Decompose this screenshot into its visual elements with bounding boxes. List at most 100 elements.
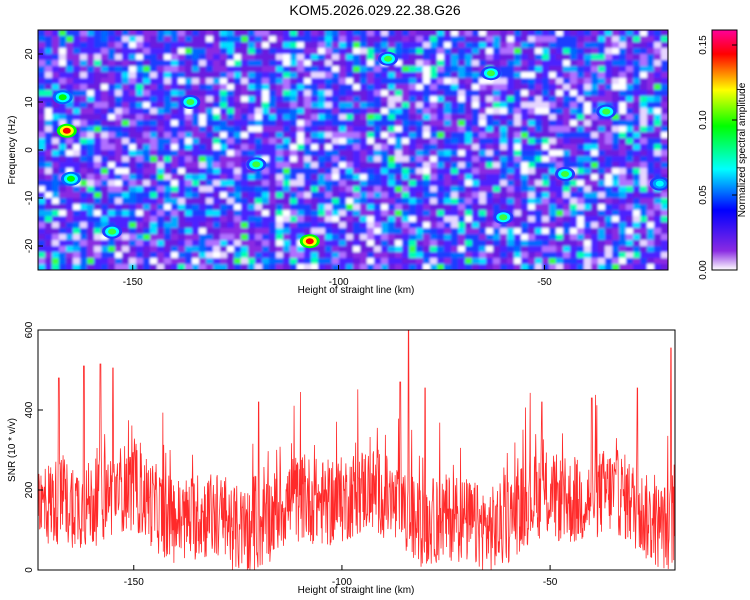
heatmap-cell bbox=[409, 252, 417, 259]
heatmap-cell bbox=[619, 246, 627, 253]
heatmap-cell bbox=[570, 138, 578, 145]
heatmap-cell bbox=[87, 48, 95, 55]
heatmap-cell bbox=[619, 252, 627, 259]
heatmap-cell bbox=[199, 210, 207, 217]
heatmap-cell bbox=[479, 216, 487, 223]
heatmap-cell bbox=[115, 156, 123, 163]
heatmap-cell bbox=[535, 30, 543, 37]
heatmap-cell bbox=[514, 204, 522, 211]
heatmap-cell bbox=[591, 186, 599, 193]
heatmap-cell bbox=[122, 186, 130, 193]
heatmap-cell bbox=[185, 84, 193, 91]
heatmap-cell bbox=[577, 252, 585, 259]
heatmap-cell bbox=[598, 36, 606, 43]
heatmap-cell bbox=[171, 126, 179, 133]
heatmap-cell bbox=[654, 228, 662, 235]
heatmap-cell bbox=[38, 228, 46, 235]
heatmap-cell bbox=[346, 48, 354, 55]
heatmap-cell bbox=[38, 216, 46, 223]
heatmap-cell bbox=[185, 240, 193, 247]
heatmap-cell bbox=[213, 54, 221, 61]
heatmap-cell bbox=[227, 216, 235, 223]
snr-x-tick-label: -100 bbox=[332, 577, 352, 588]
heatmap-cell bbox=[633, 258, 641, 265]
heatmap-cell bbox=[122, 120, 130, 127]
heatmap-cell bbox=[94, 204, 102, 211]
heatmap-cell bbox=[395, 72, 403, 79]
heatmap-cell bbox=[451, 126, 459, 133]
heatmap-cell bbox=[269, 84, 277, 91]
heatmap-cell bbox=[38, 156, 46, 163]
heatmap-cell bbox=[318, 252, 326, 259]
heatmap-cell bbox=[164, 78, 172, 85]
heatmap-cell bbox=[339, 228, 347, 235]
heatmap-cell bbox=[437, 216, 445, 223]
heatmap-cell bbox=[598, 246, 606, 253]
heatmap-cell bbox=[339, 48, 347, 55]
heatmap-cell bbox=[472, 102, 480, 109]
heatmap-cell bbox=[276, 252, 284, 259]
heatmap-cell bbox=[192, 174, 200, 181]
heatmap-cell bbox=[108, 204, 116, 211]
heatmap-cell bbox=[360, 222, 368, 229]
heatmap-cell bbox=[472, 72, 480, 79]
heatmap-cell bbox=[465, 114, 473, 121]
heatmap-cell bbox=[311, 42, 319, 49]
heatmap-cell bbox=[605, 174, 613, 181]
heatmap-cell bbox=[619, 264, 627, 270]
heatmap-cell bbox=[290, 144, 298, 151]
heatmap-cell bbox=[66, 72, 74, 79]
heatmap-cell bbox=[150, 168, 158, 175]
heatmap-cell bbox=[479, 234, 487, 241]
heatmap-cell bbox=[654, 48, 662, 55]
heatmap-cell bbox=[185, 30, 193, 37]
heatmap-cell bbox=[570, 228, 578, 235]
heatmap-cell bbox=[129, 96, 137, 103]
heatmap-cell bbox=[122, 90, 130, 97]
heatmap-cell bbox=[528, 96, 536, 103]
heatmap-cell bbox=[332, 126, 340, 133]
heatmap-cell bbox=[311, 30, 319, 37]
heatmap-cell bbox=[262, 54, 270, 61]
heatmap-cell bbox=[241, 108, 249, 115]
heatmap-cell bbox=[227, 228, 235, 235]
heatmap-cell bbox=[339, 84, 347, 91]
heatmap-cell bbox=[290, 102, 298, 109]
heatmap-cell bbox=[269, 108, 277, 115]
heatmap-cell bbox=[248, 42, 256, 49]
heatmap-cell bbox=[108, 126, 116, 133]
heatmap-cell bbox=[185, 144, 193, 151]
heatmap-cell bbox=[388, 30, 396, 37]
heatmap-cell bbox=[423, 36, 431, 43]
heatmap-cell bbox=[472, 150, 480, 157]
heatmap-cell bbox=[206, 90, 214, 97]
heatmap-cell bbox=[87, 132, 95, 139]
heatmap-cell bbox=[332, 96, 340, 103]
heatmap-cell bbox=[395, 114, 403, 121]
heatmap-cell bbox=[269, 78, 277, 85]
heatmap-cell bbox=[185, 222, 193, 229]
heatmap-cell bbox=[465, 126, 473, 133]
heatmap-cell bbox=[59, 60, 67, 67]
heatmap-cell bbox=[500, 222, 508, 229]
heatmap-cell bbox=[367, 114, 375, 121]
heatmap-cell bbox=[514, 246, 522, 253]
heatmap-cell bbox=[465, 42, 473, 49]
heatmap-cell bbox=[171, 48, 179, 55]
heatmap-cell bbox=[640, 60, 648, 67]
heatmap-cell bbox=[38, 90, 46, 97]
heatmap-cell bbox=[542, 90, 550, 97]
heatmap-cell bbox=[178, 132, 186, 139]
heatmap-cell bbox=[185, 204, 193, 211]
heatmap-cell bbox=[339, 222, 347, 229]
heatmap-cell bbox=[528, 66, 536, 73]
heatmap-cell bbox=[87, 192, 95, 199]
heatmap-cell bbox=[367, 222, 375, 229]
heatmap-cell bbox=[374, 234, 382, 241]
heatmap-cell bbox=[262, 90, 270, 97]
heatmap-cell bbox=[570, 240, 578, 247]
heatmap-cell bbox=[654, 84, 662, 91]
heatmap-cell bbox=[542, 246, 550, 253]
heatmap-cell bbox=[458, 138, 466, 145]
heatmap-cell bbox=[444, 216, 452, 223]
